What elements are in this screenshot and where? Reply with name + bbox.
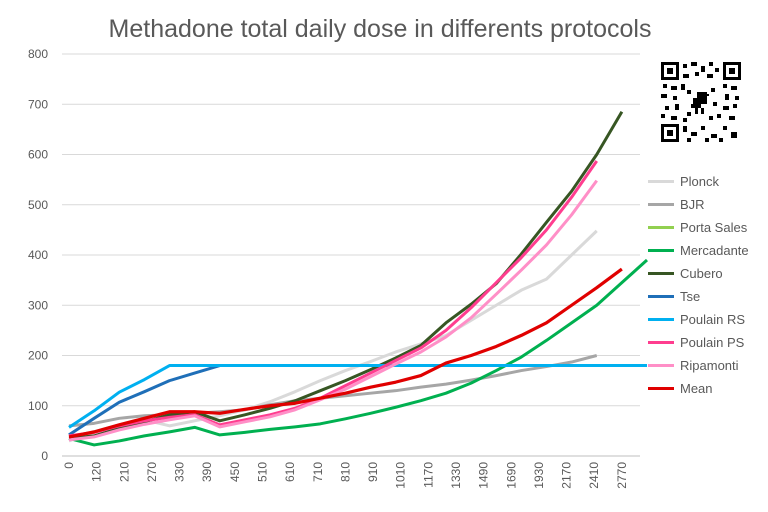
x-tick-label: 1690 (504, 462, 518, 489)
series-lines (68, 111, 649, 447)
x-tick-label: 1330 (449, 462, 463, 489)
x-tick-label: 2170 (560, 462, 574, 489)
x-tick-label: 910 (366, 462, 380, 482)
series-line-mean (68, 267, 623, 439)
x-axis: 0 120 210 270 330 390 450 510 610 710 810 910 1010 11… (62, 462, 629, 489)
legend-label: Poulain RS (680, 312, 746, 327)
legend-item: Poulain RS (648, 308, 749, 331)
x-tick-label: 210 (117, 462, 131, 482)
x-tick-label: 330 (173, 462, 187, 482)
y-axis: 0 100 200 300 400 500 600 700 800 (28, 47, 48, 463)
legend-item: Cubero (648, 262, 749, 285)
legend-swatch (648, 341, 674, 344)
qr-code-icon (661, 62, 741, 142)
x-tick-label: 270 (145, 462, 159, 482)
legend-label: Poulain PS (680, 335, 745, 350)
series-line-mercadante (68, 258, 649, 447)
x-tick-label: 1490 (477, 462, 491, 489)
gridlines (62, 53, 640, 457)
legend: Plonck BJR Porta Sales Mercadante Cubero Tse P… (648, 170, 749, 400)
y-tick-label: 100 (28, 399, 48, 413)
legend-item: Mercadante (648, 239, 749, 262)
legend-swatch (648, 295, 674, 298)
x-tick-label: 710 (311, 462, 325, 482)
x-tick-label: 2770 (615, 462, 629, 489)
y-tick-label: 400 (28, 248, 48, 262)
y-tick-label: 800 (28, 47, 48, 61)
legend-swatch (648, 203, 674, 206)
legend-swatch (648, 180, 674, 183)
legend-swatch (648, 318, 674, 321)
x-tick-label: 0 (62, 462, 76, 469)
y-tick-label: 300 (28, 298, 48, 312)
x-tick-label: 510 (256, 462, 270, 482)
y-tick-label: 600 (28, 148, 48, 162)
chart-title: Methadone total daily dose in differents… (108, 15, 652, 43)
legend-label: Mercadante (680, 243, 749, 258)
legend-label: Ripamonti (680, 358, 739, 373)
x-tick-label: 610 (283, 462, 297, 482)
legend-item: Ripamonti (648, 354, 749, 377)
y-tick-label: 700 (28, 97, 48, 111)
legend-swatch (648, 387, 674, 390)
legend-item: Plonck (648, 170, 749, 193)
legend-item: Poulain PS (648, 331, 749, 354)
series-line-ripamonti (68, 179, 598, 442)
x-tick-label: 2410 (587, 462, 601, 489)
legend-item: Porta Sales (648, 216, 749, 239)
x-tick-label: 390 (200, 462, 214, 482)
series-line-tse (68, 364, 221, 437)
x-tick-label: 810 (338, 462, 352, 482)
x-tick-label: 450 (228, 462, 242, 482)
x-tick-label: 120 (90, 462, 104, 482)
x-tick-label: 1170 (421, 462, 435, 488)
legend-swatch (648, 364, 674, 367)
legend-item: Tse (648, 285, 749, 308)
y-tick-label: 200 (28, 349, 48, 363)
x-tick-label: 1930 (532, 462, 546, 489)
x-tick-label: 1010 (394, 462, 408, 489)
legend-label: BJR (680, 197, 705, 212)
legend-item: BJR (648, 193, 749, 216)
legend-swatch (648, 226, 674, 229)
legend-item: Mean (648, 377, 749, 400)
legend-label: Cubero (680, 266, 723, 281)
series-line-poulain-rs (68, 364, 647, 429)
legend-label: Porta Sales (680, 220, 748, 235)
series-line-poulain-ps (68, 160, 598, 438)
legend-label: Tse (680, 289, 701, 304)
legend-label: Mean (680, 381, 713, 396)
y-tick-label: 500 (28, 198, 48, 212)
legend-swatch (648, 249, 674, 252)
y-tick-label: 0 (41, 449, 48, 463)
legend-swatch (648, 272, 674, 275)
legend-label: Plonck (680, 174, 720, 189)
